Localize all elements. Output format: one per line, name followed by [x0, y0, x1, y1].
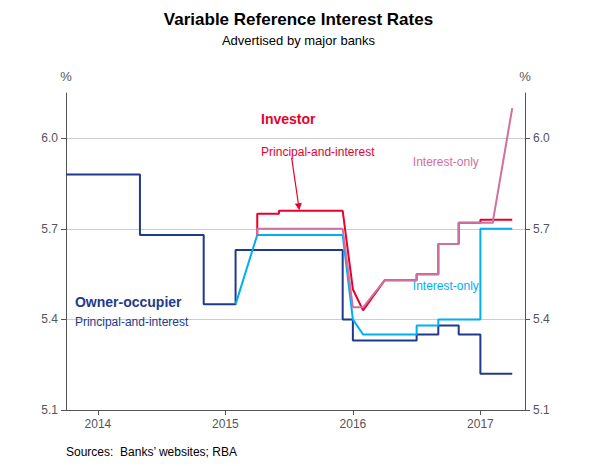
svg-text:Advertised by major banks: Advertised by major banks	[222, 33, 376, 48]
svg-text:Principal-and-interest: Principal-and-interest	[261, 145, 375, 159]
svg-text:Sources: Banks’ websites; RBA: Sources: Banks’ websites; RBA	[66, 445, 237, 459]
svg-text:2017: 2017	[467, 417, 494, 431]
svg-text:5.4: 5.4	[41, 312, 58, 326]
svg-text:Owner-occupier: Owner-occupier	[75, 294, 182, 310]
svg-text:Interest-only: Interest-only	[413, 279, 479, 293]
svg-text:5.7: 5.7	[533, 222, 550, 236]
svg-text:%: %	[519, 69, 531, 84]
svg-text:2014: 2014	[85, 417, 112, 431]
svg-text:5.4: 5.4	[533, 312, 550, 326]
svg-text:5.1: 5.1	[41, 403, 58, 417]
svg-text:Principal-and-interest: Principal-and-interest	[75, 315, 189, 329]
svg-text:2016: 2016	[340, 417, 367, 431]
svg-text:5.1: 5.1	[533, 403, 550, 417]
svg-text:2015: 2015	[212, 417, 239, 431]
svg-text:%: %	[60, 69, 72, 84]
svg-text:Interest-only: Interest-only	[413, 155, 479, 169]
svg-text:Investor: Investor	[261, 111, 316, 127]
svg-text:5.7: 5.7	[41, 222, 58, 236]
svg-text:Variable Reference Interest Ra: Variable Reference Interest Rates	[164, 10, 433, 29]
svg-text:6.0: 6.0	[41, 131, 58, 145]
svg-text:6.0: 6.0	[533, 131, 550, 145]
